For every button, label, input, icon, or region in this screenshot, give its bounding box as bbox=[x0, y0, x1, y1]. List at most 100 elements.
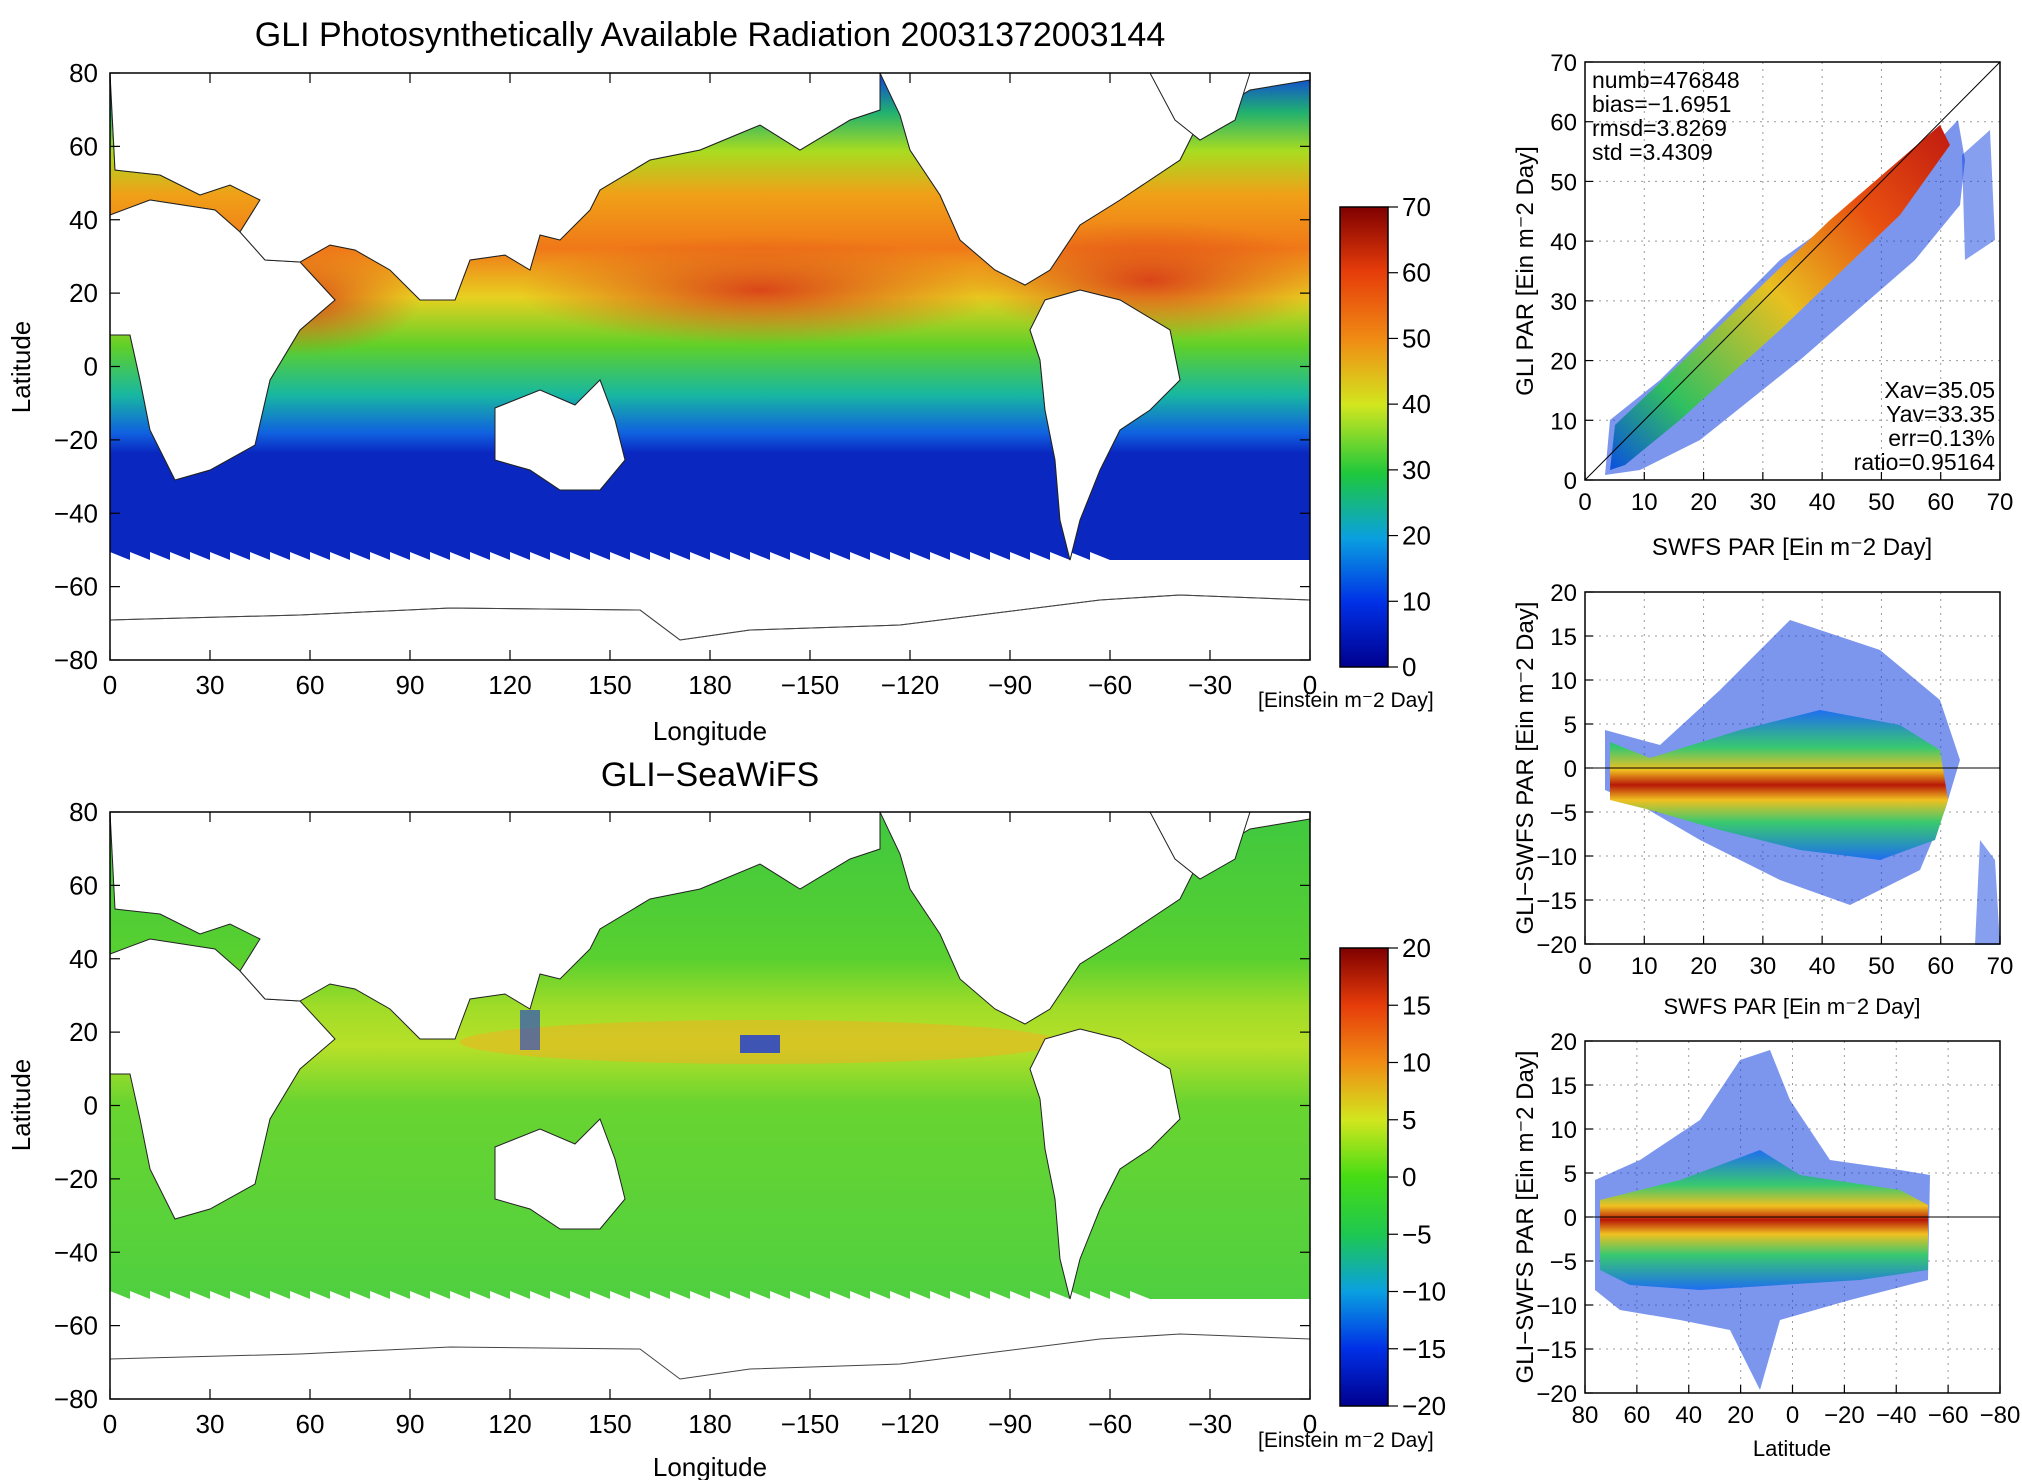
scatter2-point-cloud-core bbox=[1610, 710, 1948, 860]
latitude-tick-label: −80 bbox=[54, 645, 98, 675]
x-tick-label: 40 bbox=[1809, 489, 1836, 516]
scatter3-ylabel: GLI−SWFS PAR [Ein m⁻2 Day] bbox=[1512, 1051, 1539, 1384]
x-tick-label: 70 bbox=[1987, 953, 2014, 980]
longitude-tick-label: −90 bbox=[988, 670, 1032, 700]
y-tick-label: 20 bbox=[1550, 580, 1577, 607]
par-map-panel: GLI Photosynthetically Available Radiati… bbox=[6, 16, 1434, 746]
latitude-tick-label: 0 bbox=[84, 1091, 98, 1121]
scatter2-xlabel: SWFS PAR [Ein m⁻2 Day] bbox=[1664, 994, 1921, 1019]
longitude-tick-label: 120 bbox=[488, 1409, 531, 1439]
scatter1-ylabel: GLI PAR [Ein m⁻2 Day] bbox=[1512, 146, 1539, 396]
x-tick-label: 40 bbox=[1675, 1402, 1702, 1429]
difference-colorbar-ticks: 20 15 10 5 0 −5 −10 −15 −20 bbox=[1388, 933, 1446, 1421]
y-tick-label: 10 bbox=[1550, 668, 1577, 695]
scatter1-stat-label: ratio=0.95164 bbox=[1854, 449, 1996, 475]
longitude-tick-label: −120 bbox=[881, 670, 940, 700]
y-tick-label: −10 bbox=[1536, 844, 1577, 871]
y-tick-label: 30 bbox=[1550, 289, 1577, 316]
y-tick-label: 50 bbox=[1550, 169, 1577, 196]
scatter1-xlabel: SWFS PAR [Ein m⁻2 Day] bbox=[1652, 534, 1932, 561]
x-tick-label: −40 bbox=[1876, 1402, 1917, 1429]
latitude-tick-label: 60 bbox=[69, 870, 98, 900]
scatter1-stat-label: Yav=33.35 bbox=[1886, 401, 1995, 427]
par-map-title: GLI Photosynthetically Available Radiati… bbox=[255, 16, 1166, 54]
par-map-latitude-ticks: 80 60 40 20 0 −20 −40 −60 −80 bbox=[54, 58, 1310, 675]
difference-map-longitude-ticks: 0 30 60 90 120 150 180 −150 −120 −90 −60 −30 0 bbox=[103, 812, 1317, 1439]
x-tick-label: −80 bbox=[1980, 1402, 2021, 1429]
latitude-tick-label: 0 bbox=[84, 352, 98, 382]
latitude-tick-label: −40 bbox=[54, 498, 98, 528]
scatter1-stat-label: rmsd=3.8269 bbox=[1592, 115, 1727, 141]
x-tick-label: 20 bbox=[1727, 1402, 1754, 1429]
x-tick-label: 60 bbox=[1624, 1402, 1651, 1429]
difference-map-xlabel: Longitude bbox=[653, 1452, 767, 1480]
y-tick-label: −5 bbox=[1550, 1249, 1577, 1276]
x-tick-label: 70 bbox=[1987, 489, 2014, 516]
longitude-tick-label: 30 bbox=[196, 1409, 225, 1439]
scatter1-stat-label: err=0.13% bbox=[1888, 425, 1995, 451]
latitude-tick-label: 40 bbox=[69, 205, 98, 235]
longitude-tick-label: −60 bbox=[1088, 1409, 1132, 1439]
y-tick-label: −15 bbox=[1536, 1337, 1577, 1364]
longitude-tick-label: 0 bbox=[1303, 1409, 1317, 1439]
scatter1-stat-label: numb=476848 bbox=[1592, 67, 1740, 93]
y-tick-label: 10 bbox=[1550, 408, 1577, 435]
longitude-tick-label: 120 bbox=[488, 670, 531, 700]
colorbar-tick-label: 20 bbox=[1402, 521, 1431, 551]
x-tick-label: 30 bbox=[1750, 489, 1777, 516]
difference-colorbar-unit: [Einstein m⁻2 Day] bbox=[1258, 1429, 1434, 1452]
par-map-ylabel: Latitude bbox=[6, 321, 36, 414]
difference-map-panel: GLI−SeaWiFS 0 30 60 90 120 150 180 −150 −120 −90−… bbox=[6, 756, 1446, 1480]
latitude-tick-label: −60 bbox=[54, 1311, 98, 1341]
latitude-tick-label: 40 bbox=[69, 944, 98, 974]
latitude-tick-label: 80 bbox=[69, 58, 98, 88]
y-tick-label: 40 bbox=[1550, 229, 1577, 256]
colorbar-tick-label: 70 bbox=[1402, 192, 1431, 222]
y-tick-label: 10 bbox=[1550, 1117, 1577, 1144]
longitude-tick-label: −150 bbox=[781, 670, 840, 700]
x-tick-label: 20 bbox=[1690, 953, 1717, 980]
y-tick-label: 0 bbox=[1564, 756, 1577, 783]
y-tick-label: −10 bbox=[1536, 1293, 1577, 1320]
longitude-tick-label: 60 bbox=[296, 670, 325, 700]
y-tick-label: 15 bbox=[1550, 624, 1577, 651]
y-tick-label: −15 bbox=[1536, 888, 1577, 915]
y-tick-label: 0 bbox=[1564, 1205, 1577, 1232]
x-tick-label: 60 bbox=[1927, 489, 1954, 516]
latitude-tick-label: −60 bbox=[54, 572, 98, 602]
longitude-tick-label: 150 bbox=[588, 1409, 631, 1439]
longitude-tick-label: −90 bbox=[988, 1409, 1032, 1439]
scatter1-stat-label: bias=−1.6951 bbox=[1592, 91, 1731, 117]
x-tick-label: 10 bbox=[1631, 489, 1658, 516]
longitude-tick-label: 0 bbox=[1303, 670, 1317, 700]
longitude-tick-label: −30 bbox=[1188, 1409, 1232, 1439]
difference-map-latitude-ticks: 80 60 40 20 0 −20 −40 −60 −80 bbox=[54, 797, 1310, 1414]
x-tick-label: 40 bbox=[1809, 953, 1836, 980]
colorbar-tick-label: −20 bbox=[1402, 1391, 1446, 1421]
longitude-tick-label: 30 bbox=[196, 670, 225, 700]
scatter1-one-to-one-line bbox=[1584, 61, 2001, 481]
x-tick-label: 50 bbox=[1868, 489, 1895, 516]
colorbar-tick-label: −10 bbox=[1402, 1277, 1446, 1307]
y-tick-label: 70 bbox=[1550, 50, 1577, 77]
longitude-tick-label: 0 bbox=[103, 670, 117, 700]
x-tick-label: 50 bbox=[1868, 953, 1895, 980]
y-tick-label: 0 bbox=[1564, 468, 1577, 495]
latitude-tick-label: −20 bbox=[54, 425, 98, 455]
longitude-tick-label: 150 bbox=[588, 670, 631, 700]
scatter3-point-cloud-core bbox=[1600, 1150, 1928, 1290]
latitude-tick-label: 80 bbox=[69, 797, 98, 827]
x-tick-label: 30 bbox=[1750, 953, 1777, 980]
scatter2-point-cloud-tail bbox=[1975, 840, 2000, 945]
x-tick-label: 20 bbox=[1690, 489, 1717, 516]
longitude-tick-label: 60 bbox=[296, 1409, 325, 1439]
difference-map-title: GLI−SeaWiFS bbox=[601, 756, 819, 794]
x-tick-label: 60 bbox=[1927, 953, 1954, 980]
colorbar-tick-label: 0 bbox=[1402, 1162, 1416, 1192]
scatter1-frame bbox=[1584, 61, 2001, 481]
